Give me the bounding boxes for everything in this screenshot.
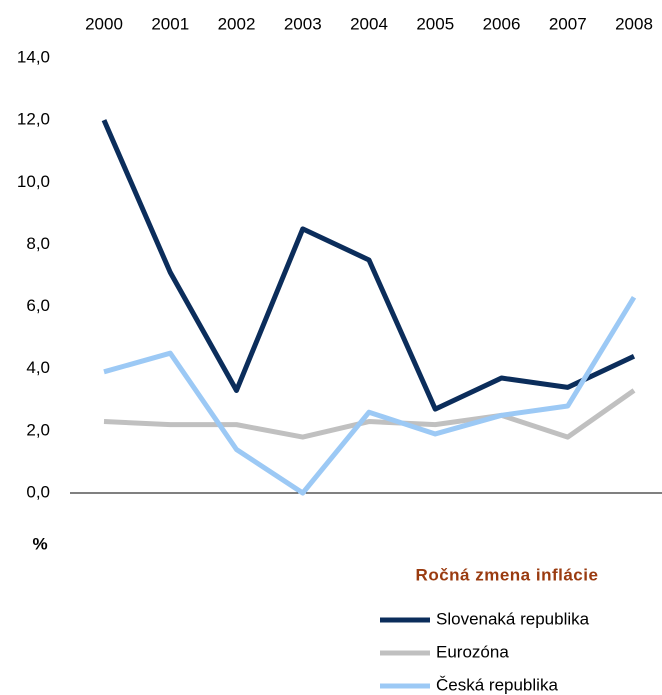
x-tick-label: 2007 bbox=[549, 14, 587, 33]
x-tick-label: 2006 bbox=[483, 14, 521, 33]
series-line bbox=[103, 388, 636, 440]
x-tick-label: 2000 bbox=[85, 14, 123, 33]
y-tick-label: 8,0 bbox=[26, 234, 50, 253]
series-line bbox=[103, 295, 637, 496]
y-tick-label: 12,0 bbox=[17, 110, 50, 129]
x-tick-label: 2004 bbox=[350, 14, 388, 33]
y-tick-label: 4,0 bbox=[26, 358, 50, 377]
x-tick-label: 2003 bbox=[284, 14, 322, 33]
x-tick-label: 2008 bbox=[615, 14, 653, 33]
y-tick-label: 6,0 bbox=[26, 296, 50, 315]
legend-label: Slovenaká republika bbox=[436, 609, 590, 628]
y-tick-label: 2,0 bbox=[26, 420, 50, 439]
y-tick-label: 14,0 bbox=[17, 47, 50, 66]
series-line bbox=[101, 119, 636, 412]
x-tick-label: 2005 bbox=[416, 14, 454, 33]
x-tick-label: 2002 bbox=[218, 14, 256, 33]
legend-label: Česká republika bbox=[436, 675, 558, 694]
y-axis-label: % bbox=[32, 534, 47, 553]
y-tick-label: 0,0 bbox=[26, 482, 50, 501]
chart-title: Ročná zmena inflácie bbox=[416, 565, 599, 584]
legend-label: Eurozóna bbox=[436, 642, 509, 661]
y-tick-label: 10,0 bbox=[17, 172, 50, 191]
x-tick-label: 2001 bbox=[151, 14, 189, 33]
